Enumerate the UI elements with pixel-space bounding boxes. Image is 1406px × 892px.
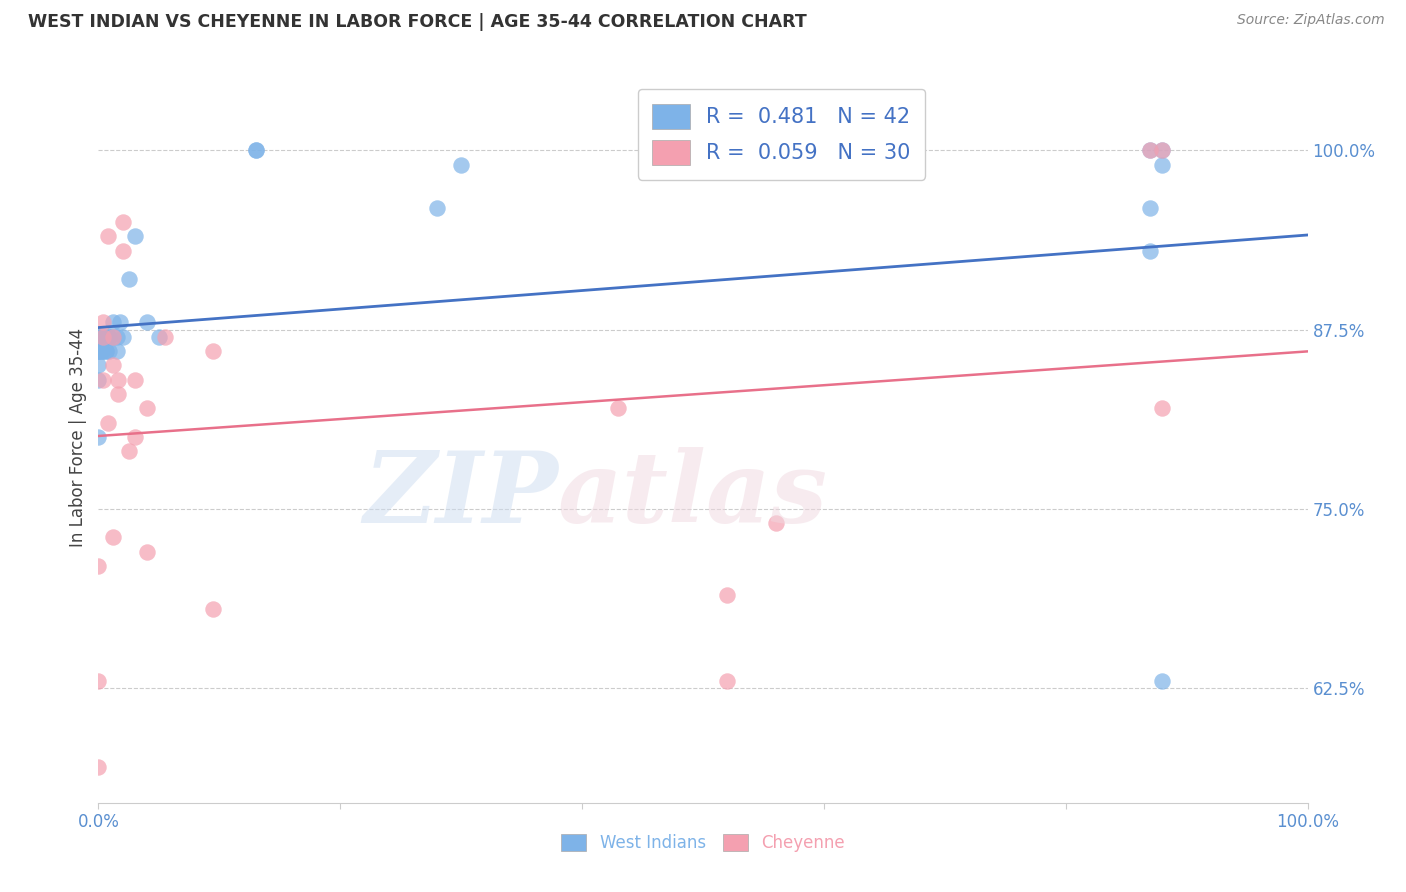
Point: [135, 315, 157, 329]
Point: [91, 373, 114, 387]
Point: [202, 344, 225, 359]
Y-axis label: In Labor Force | Age 35-44: In Labor Force | Age 35-44: [69, 327, 87, 547]
Point: [91, 315, 114, 329]
Point: [87, 430, 110, 444]
Point: [111, 329, 134, 343]
Point: [87, 329, 110, 343]
Point: [91, 344, 114, 359]
Point: [87, 760, 110, 774]
Point: [1152, 143, 1174, 157]
Point: [97, 416, 120, 430]
Point: [87, 329, 110, 343]
Text: WEST INDIAN VS CHEYENNE IN LABOR FORCE | AGE 35-44 CORRELATION CHART: WEST INDIAN VS CHEYENNE IN LABOR FORCE |…: [28, 13, 807, 31]
Point: [94, 329, 117, 343]
Point: [716, 588, 738, 602]
Text: ZIP: ZIP: [363, 448, 558, 544]
Point: [98, 344, 121, 359]
Point: [87, 344, 110, 359]
Point: [107, 387, 129, 401]
Point: [1152, 401, 1174, 416]
Point: [105, 329, 128, 343]
Point: [87, 359, 110, 373]
Point: [1152, 673, 1174, 688]
Point: [87, 344, 110, 359]
Point: [450, 158, 472, 172]
Point: [607, 401, 630, 416]
Point: [91, 329, 114, 343]
Point: [1139, 244, 1161, 258]
Point: [153, 329, 176, 343]
Point: [111, 244, 134, 258]
Point: [98, 329, 121, 343]
Point: [91, 344, 114, 359]
Point: [94, 344, 117, 359]
Point: [148, 329, 170, 343]
Point: [91, 344, 114, 359]
Point: [94, 344, 117, 359]
Point: [87, 329, 110, 343]
Point: [101, 329, 124, 343]
Point: [426, 201, 449, 215]
Point: [765, 516, 787, 530]
Point: [118, 444, 141, 458]
Point: [245, 143, 267, 157]
Legend: West Indians, Cheyenne: West Indians, Cheyenne: [553, 825, 853, 860]
Point: [101, 315, 124, 329]
Point: [91, 329, 114, 343]
Point: [1139, 143, 1161, 157]
Point: [98, 329, 121, 343]
Point: [87, 329, 110, 343]
Point: [97, 229, 120, 244]
Point: [118, 272, 141, 286]
Point: [107, 373, 129, 387]
Point: [101, 531, 124, 545]
Point: [87, 559, 110, 574]
Point: [87, 344, 110, 359]
Point: [111, 215, 134, 229]
Point: [91, 329, 114, 343]
Text: atlas: atlas: [558, 448, 828, 544]
Point: [202, 602, 225, 616]
Point: [101, 359, 124, 373]
Point: [124, 229, 146, 244]
Point: [105, 344, 128, 359]
Point: [135, 545, 157, 559]
Point: [1139, 143, 1161, 157]
Point: [135, 401, 157, 416]
Point: [245, 143, 267, 157]
Point: [108, 315, 131, 329]
Text: Source: ZipAtlas.com: Source: ZipAtlas.com: [1237, 13, 1385, 28]
Point: [1152, 158, 1174, 172]
Point: [124, 430, 146, 444]
Point: [94, 329, 117, 343]
Point: [87, 673, 110, 688]
Point: [1139, 201, 1161, 215]
Point: [716, 673, 738, 688]
Point: [124, 373, 146, 387]
Point: [101, 329, 124, 343]
Point: [87, 373, 110, 387]
Point: [1152, 143, 1174, 157]
